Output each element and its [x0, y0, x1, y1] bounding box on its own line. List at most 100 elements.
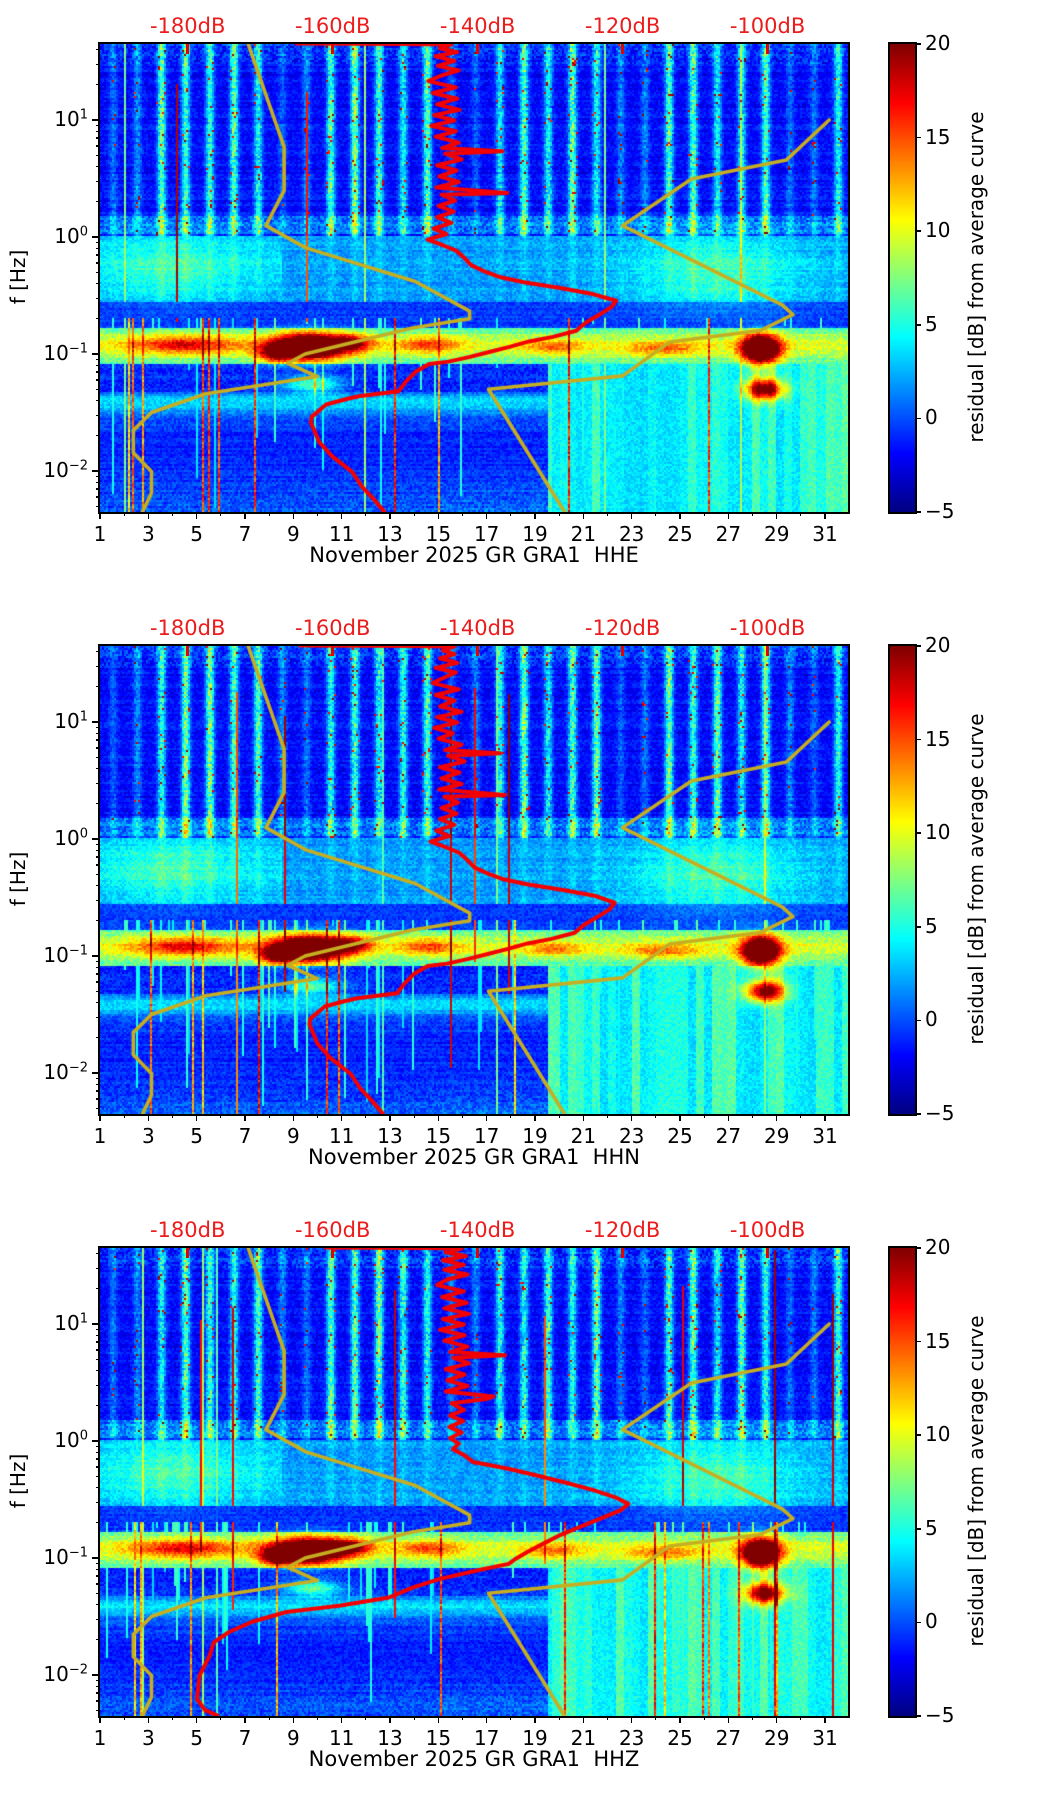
colorbar-tick — [915, 43, 921, 45]
y-axis-minor-tick — [95, 1107, 100, 1109]
colorbar-tick-label: −5 — [925, 1703, 955, 1727]
y-tick-label: 10−2 — [43, 457, 88, 482]
x-axis-tick — [437, 512, 440, 519]
x-tick-label: 31 — [812, 1726, 838, 1750]
colorbar-tick — [915, 417, 921, 420]
y-axis-minor-tick — [95, 739, 100, 741]
x-tick-label: 11 — [328, 1726, 355, 1750]
colorbar-tick — [915, 230, 921, 232]
x-tick-label: 27 — [715, 1726, 742, 1750]
y-axis-minor-tick — [95, 1679, 100, 1681]
y-axis-tick — [92, 1323, 100, 1325]
y-axis-minor-tick — [95, 1341, 100, 1343]
x-axis-tick — [727, 1716, 730, 1723]
x-axis-tick — [582, 512, 585, 519]
colorbar-tick — [915, 1434, 921, 1436]
colorbar-canvas — [890, 44, 915, 512]
y-axis-minor-tick — [95, 318, 100, 320]
colorbar-canvas — [890, 1248, 915, 1716]
x-axis-minor-tick — [655, 1716, 657, 1720]
colorbar-tick — [915, 1715, 921, 1717]
colorbar-tick-label: 5 — [925, 311, 938, 336]
x-axis-minor-tick — [413, 512, 415, 516]
x-axis-tick — [582, 1716, 585, 1723]
y-axis-minor-tick — [95, 435, 100, 437]
y-axis-minor-tick — [95, 665, 100, 667]
top-axis-tick — [476, 1248, 480, 1258]
x-axis-tick — [582, 1114, 585, 1121]
top-axis-tick — [476, 44, 480, 54]
x-axis-title: November 2025 GR GRA1 HHN — [308, 1145, 640, 1169]
y-axis-minor-tick — [95, 1252, 100, 1255]
x-tick-label: 5 — [190, 522, 204, 546]
y-axis-minor-tick — [95, 747, 100, 749]
top-axis-tick — [331, 44, 335, 54]
y-axis-minor-tick — [95, 1267, 100, 1269]
x-axis-tick — [244, 512, 246, 519]
y-tick-label: 10−1 — [43, 942, 88, 967]
y-axis-minor-tick — [95, 1486, 100, 1489]
x-axis-minor-tick — [606, 1716, 609, 1720]
x-tick-label: 29 — [763, 1124, 790, 1148]
top-axis-tick — [476, 646, 480, 656]
colorbar-tick-label: 5 — [925, 1515, 938, 1540]
spectrogram-panel-hhn: November 2025 GR GRA1 HHN f [Hz] residua… — [0, 602, 1052, 1204]
x-axis-minor-tick — [316, 1716, 319, 1720]
y-axis-minor-tick — [95, 1001, 100, 1004]
y-axis-minor-tick — [95, 1349, 100, 1351]
x-tick-label: 27 — [715, 1124, 742, 1148]
x-axis-tick — [99, 512, 101, 519]
top-axis-tick — [331, 1248, 335, 1258]
y-axis-minor-tick — [95, 960, 100, 962]
y-axis-tick — [92, 838, 100, 840]
y-axis-minor-tick — [95, 1083, 100, 1085]
x-tick-label: 29 — [763, 522, 790, 546]
x-axis-minor-tick — [606, 1114, 609, 1118]
x-tick-label: 1 — [93, 522, 107, 546]
colorbar-tick — [915, 926, 921, 928]
top-db-label: -180dB — [149, 14, 226, 38]
y-axis-minor-tick — [95, 201, 100, 203]
y-axis-minor-tick — [95, 1592, 100, 1594]
y-axis-minor-tick — [95, 379, 100, 381]
top-db-label: -160dB — [294, 14, 371, 38]
x-axis-tick — [824, 512, 826, 519]
x-axis-tick — [147, 512, 150, 519]
top-axis-tick — [766, 1248, 770, 1258]
x-tick-label: 21 — [570, 522, 597, 546]
colorbar-tick — [915, 511, 921, 513]
y-axis-minor-tick — [95, 1709, 100, 1711]
x-axis-tick — [99, 1114, 101, 1121]
y-axis-minor-tick — [95, 388, 100, 390]
x-tick-label: 1 — [93, 1726, 107, 1750]
y-axis-tick — [92, 236, 100, 238]
x-tick-label: 19 — [522, 1124, 548, 1148]
colorbar-tick — [915, 324, 921, 326]
y-axis-minor-tick — [95, 399, 100, 402]
y-axis-minor-tick — [95, 864, 100, 866]
y-axis-minor-tick — [95, 358, 100, 360]
x-axis-tick — [244, 1716, 246, 1723]
y-axis-minor-tick — [95, 1037, 100, 1039]
x-axis-minor-tick — [220, 1114, 222, 1118]
top-db-label: -120dB — [584, 616, 661, 640]
spectrogram-canvas-hhe — [100, 44, 848, 512]
y-axis-minor-tick — [95, 1522, 100, 1524]
x-axis-minor-tick — [171, 1716, 174, 1720]
y-axis-minor-tick — [95, 414, 100, 416]
y-axis-minor-tick — [95, 1603, 100, 1606]
colorbar-canvas — [890, 646, 915, 1114]
x-axis-tick — [534, 1716, 536, 1723]
y-axis-minor-tick — [95, 1016, 100, 1018]
x-tick-label: 25 — [667, 522, 693, 546]
x-tick-label: 3 — [141, 1124, 155, 1148]
y-axis-minor-tick — [95, 1358, 100, 1360]
x-axis-minor-tick — [558, 1716, 560, 1720]
y-axis-tick — [92, 1674, 100, 1676]
x-axis-minor-tick — [703, 1114, 705, 1118]
colorbar-tick-label: 0 — [925, 405, 938, 430]
y-axis-minor-tick — [95, 1639, 100, 1641]
x-axis-minor-tick — [558, 1114, 560, 1118]
x-tick-label: 7 — [238, 522, 252, 546]
